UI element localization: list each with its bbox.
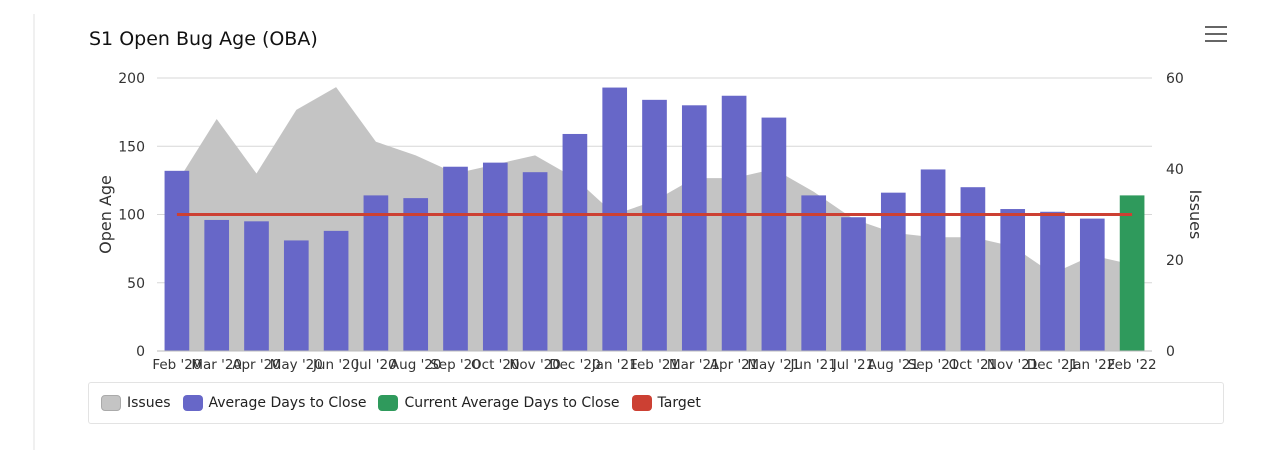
y-left-axis-title: Open Age [96,175,115,254]
y-left-tick-label: 200 [118,71,145,87]
y-right-tick-label: 40 [1166,162,1184,178]
bar-average-days [761,117,787,352]
bar-average-days [920,169,946,351]
legend-label: Issues [127,395,171,411]
bar-average-days [602,87,628,352]
bar-average-days [283,240,309,351]
y-right-tick-label: 0 [1166,344,1175,360]
y-left-tick-label: 0 [136,344,145,360]
bar-average-days [801,195,827,351]
x-tick-label: Nov '21 [987,357,1039,373]
legend-swatch [631,395,652,411]
x-tick-label: Jun '21 [790,357,837,373]
legend-label: Average Days to Close [208,395,367,411]
legend-item-issues[interactable]: Issues [101,395,171,411]
y-left-tick-label: 50 [127,276,145,292]
legend-swatch [182,395,203,411]
x-tick-label: Jan '21 [591,357,638,373]
legend-label: Current Average Days to Close [404,395,620,411]
bar-average-days [164,170,190,351]
left-border [33,14,35,450]
bar-average-days [841,217,866,351]
x-tick-label: Jul '20 [354,357,396,373]
bar-average-days [482,162,508,351]
x-tick-label: Jan '22 [1068,357,1115,373]
bar-average-days [323,230,349,351]
x-tick-label: Mar '21 [669,357,720,373]
legend-swatch [378,395,399,411]
legend-swatch [101,395,121,411]
legend-item-average-days[interactable]: Average Days to Close [182,395,367,411]
y-right-axis-title: Issues [1186,190,1205,240]
bar-average-days [1000,209,1026,351]
y-right-tick-label: 60 [1166,71,1184,87]
x-tick-label: Jun '20 [312,357,359,373]
bar-current-average [1119,195,1145,351]
x-tick-label: Oct '21 [949,357,998,373]
menu-line [1205,26,1227,28]
y-left-tick-label: 150 [118,139,145,155]
x-tick-label: Dec '20 [549,357,600,373]
x-tick-label: May '20 [270,357,323,373]
x-tick-label: Sep '20 [430,357,481,373]
chart-title: S1 Open Bug Age (OBA) [89,28,318,50]
bar-average-days [642,99,667,351]
bar-average-days [204,219,230,351]
bar-average-days [1040,211,1065,351]
legend-label: Target [657,395,701,411]
legend-item-current-average[interactable]: Current Average Days to Close [378,395,620,411]
x-tick-label: Jul '21 [832,357,874,373]
legend: Issues Average Days to Close Current Ave… [88,382,1224,424]
x-tick-label: Mar '20 [191,357,242,373]
x-tick-label: Apr '20 [232,357,281,373]
bar-average-days [443,166,468,351]
x-tick-label: Aug '20 [390,357,442,373]
y-left-tick-label: 100 [118,208,145,224]
menu-line [1205,40,1227,42]
bar-average-days [403,198,429,351]
x-tick-label: Apr '21 [710,357,759,373]
x-tick-label: Feb '21 [630,357,679,373]
x-tick-label: Sep '21 [908,357,959,373]
bar-average-days [960,187,986,351]
x-tick-label: May '21 [747,357,800,373]
bar-average-days [363,195,389,351]
bar-average-days [244,221,269,351]
menu-line [1205,33,1227,35]
x-tick-label: Feb '20 [152,357,201,373]
bar-average-days [1079,218,1105,351]
bar-average-days [721,95,747,352]
x-tick-label: Dec '21 [1027,357,1078,373]
bar-average-days [681,105,707,351]
bar-average-days [880,192,906,351]
bar-average-days [522,172,548,351]
x-tick-label: Feb '22 [1108,357,1157,373]
hamburger-icon[interactable] [1205,26,1227,44]
bar-average-days [562,133,588,351]
y-right-tick-label: 20 [1166,253,1184,269]
legend-item-target[interactable]: Target [631,395,701,411]
x-tick-label: Nov '20 [509,357,561,373]
x-tick-label: Aug '21 [868,357,920,373]
x-tick-label: Oct '20 [471,357,520,373]
